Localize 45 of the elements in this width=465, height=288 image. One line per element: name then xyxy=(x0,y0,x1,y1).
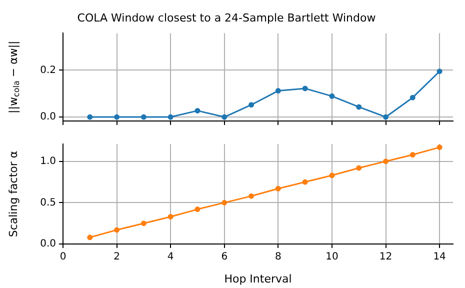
point xyxy=(87,114,93,120)
point xyxy=(248,102,254,108)
x-tick-label: 12 xyxy=(379,252,392,263)
point xyxy=(410,94,416,100)
x-tick-label: 14 xyxy=(433,252,446,263)
point xyxy=(194,206,200,212)
point xyxy=(356,165,362,171)
point xyxy=(410,152,416,158)
point xyxy=(114,227,120,233)
y-axis-title: Scaling factor α xyxy=(6,150,20,238)
y-tick-label: 1.0 xyxy=(40,156,56,167)
point xyxy=(302,179,308,185)
x-axis-title: Hop Interval xyxy=(224,272,292,286)
point xyxy=(329,93,335,99)
x-tick-label: 6 xyxy=(221,252,228,263)
y-tick-label: 0.5 xyxy=(40,197,56,208)
y-tick-label: 0.0 xyxy=(40,112,56,123)
point xyxy=(383,158,389,164)
point xyxy=(222,114,228,120)
point xyxy=(168,214,174,220)
y-axis-title: ||wcola − αw|| xyxy=(6,40,22,114)
x-tick-label: 4 xyxy=(167,252,174,263)
point xyxy=(356,104,362,110)
point xyxy=(436,68,442,74)
point xyxy=(87,234,93,240)
point xyxy=(194,108,200,114)
point xyxy=(140,114,146,120)
point xyxy=(383,114,389,120)
point xyxy=(275,88,281,94)
y-tick-label: 0.0 xyxy=(40,238,56,250)
chart-title: COLA Window closest to a 24-Sample Bartlett Window xyxy=(77,11,376,24)
point xyxy=(222,200,228,206)
x-tick-label: 8 xyxy=(274,252,282,263)
point xyxy=(248,193,254,199)
point xyxy=(275,186,281,192)
point xyxy=(140,220,146,226)
x-tick-label: 2 xyxy=(114,252,120,263)
y-tick-label: 0.2 xyxy=(40,64,56,76)
x-tick-label: 10 xyxy=(326,252,338,263)
point xyxy=(168,114,174,120)
point xyxy=(302,86,308,92)
x-tick-label: 0 xyxy=(60,252,66,263)
point xyxy=(114,114,120,120)
point xyxy=(436,144,442,150)
point xyxy=(329,172,335,178)
